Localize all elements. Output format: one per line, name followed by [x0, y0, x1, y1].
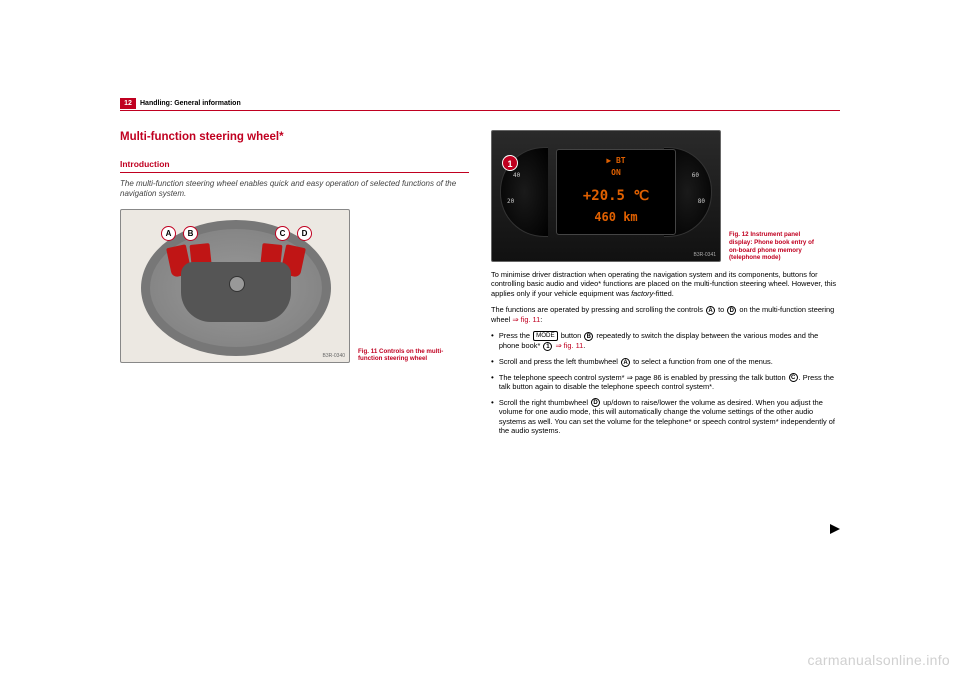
watermark: carmanualsonline.info: [808, 652, 951, 668]
figure-11-image: A B C D B3R-0340: [120, 209, 350, 363]
manual-page: 12 Handling: General information Multi-f…: [120, 0, 840, 442]
figure-12-caption: Fig. 12 Instrument panel display: Phone …: [729, 231, 824, 262]
gauge-mark: 40: [513, 172, 520, 180]
page-number: 12: [120, 98, 136, 109]
dash-display: ▶ BT ON +20.5 ℃ 460 km: [556, 149, 676, 235]
callout-1: 1: [502, 155, 518, 171]
header-rule: [120, 110, 840, 111]
cross-ref: ⇒ fig. 11: [555, 341, 583, 350]
paragraph: The functions are operated by pressing a…: [491, 305, 840, 324]
text: :: [540, 315, 542, 324]
callout-d: D: [297, 226, 312, 241]
paragraph: To minimise driver distraction when oper…: [491, 270, 840, 298]
letter-a-icon: A: [706, 306, 715, 315]
text: to select a function from one of the men…: [631, 357, 773, 366]
letter-d-icon: D: [727, 306, 736, 315]
callout-a: A: [161, 226, 176, 241]
letter-b-icon: B: [584, 332, 593, 341]
figure-11-row: A B C D B3R-0340 Fig. 11 Controls on the…: [120, 209, 469, 363]
text: to: [716, 305, 726, 314]
bullet-item: Press the MODE button B repeatedly to sw…: [491, 331, 840, 351]
continue-arrow-icon: [830, 524, 840, 534]
text: Scroll the right thumbwheel: [499, 398, 590, 407]
figure-code: B3R-0340: [322, 353, 345, 359]
gauge-mark: 20: [507, 198, 514, 206]
callout-b: B: [183, 226, 198, 241]
text: Scroll and press the left thumbwheel: [499, 357, 620, 366]
letter-a-icon: A: [621, 358, 630, 367]
right-column: 20 40 60 80 ▶ BT ON +20.5 ℃ 460 km 1 B3R…: [491, 130, 840, 442]
bullet-item: The telephone speech control system* ⇒ p…: [491, 373, 840, 392]
emphasis: factory: [631, 289, 653, 298]
intro-text: The multi-function steering wheel enable…: [120, 179, 469, 199]
subsection-title: Introduction: [120, 159, 469, 173]
display-line-4: 460 km: [557, 210, 675, 225]
text: The functions are operated by pressing a…: [491, 305, 705, 314]
figure-11-caption: Fig. 11 Controls on the multi-function s…: [358, 348, 453, 364]
text: The telephone speech control system* ⇒ p…: [499, 373, 788, 382]
mode-key-icon: MODE: [533, 331, 558, 341]
body-text: To minimise driver distraction when oper…: [491, 270, 840, 436]
letter-d-icon: D: [591, 398, 600, 407]
display-line-1: ▶ BT: [557, 156, 675, 166]
left-column: Multi-function steering wheel* Introduct…: [120, 130, 469, 442]
cross-ref: ⇒ fig. 11: [512, 315, 540, 324]
digit-1-icon: 1: [543, 342, 552, 351]
display-line-2: ON: [557, 168, 675, 178]
gauge-mark: 80: [698, 198, 705, 206]
bullet-item: Scroll and press the left thumbwheel A t…: [491, 357, 840, 367]
running-header: Handling: General information: [140, 98, 241, 109]
text: Press the: [499, 331, 532, 340]
text: .: [583, 341, 585, 350]
bullet-item: Scroll the right thumbwheel D up/down to…: [491, 398, 840, 436]
gauge-mark: 60: [692, 172, 699, 180]
wheel-logo-icon: [229, 276, 245, 292]
letter-c-icon: C: [789, 373, 798, 382]
section-title: Multi-function steering wheel*: [120, 130, 469, 145]
page-header: 12 Handling: General information: [120, 98, 840, 112]
wheel-hub-icon: [181, 262, 291, 322]
figure-12-image: 20 40 60 80 ▶ BT ON +20.5 ℃ 460 km 1 B3R…: [491, 130, 721, 262]
figure-12-row: 20 40 60 80 ▶ BT ON +20.5 ℃ 460 km 1 B3R…: [491, 130, 840, 262]
callout-c: C: [275, 226, 290, 241]
display-line-3: +20.5 ℃: [557, 188, 675, 206]
figure-code: B3R-0341: [693, 252, 716, 258]
text: -fitted.: [653, 289, 674, 298]
text: button: [559, 331, 584, 340]
two-column-layout: Multi-function steering wheel* Introduct…: [120, 130, 840, 442]
